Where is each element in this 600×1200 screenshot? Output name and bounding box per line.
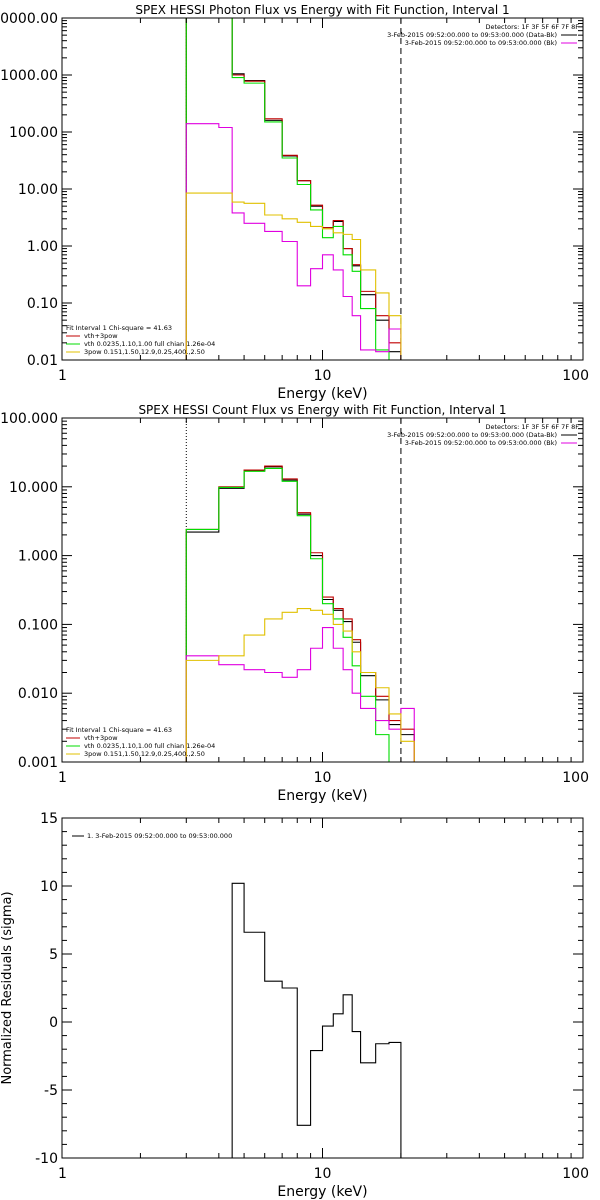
legend-entry: 3-Feb-2015 09:52:00.000 to 09:53:00.000 …	[405, 439, 557, 447]
series-line-4	[185, 123, 402, 360]
legend-bottom-left: Fit Interval 1 Chi-square = 41.63vth+3po…	[66, 726, 215, 758]
y-tick-label: 10.00	[18, 182, 58, 198]
y-axis: -10 -5 0 5 10 15 Normalized Residuals (sigma)	[0, 811, 583, 1167]
y-tick-label: 100.00	[9, 125, 58, 141]
y-tick-label: 10	[40, 879, 58, 895]
series-line-5	[185, 192, 402, 360]
series-line-2	[185, 465, 415, 762]
x-axis: 1 10 100 Energy (keV)	[58, 418, 589, 804]
legend-entry: vth 0.0235,1.10,1.00 full chian 1.26e-04	[84, 742, 215, 750]
legend-entry: 3pow 0.151,1.50,12.9,0.25,400.,2.50	[84, 348, 205, 356]
chart-title: SPEX HESSI Photon Flux vs Energy with Fi…	[135, 3, 509, 17]
y-tick-label: -10	[35, 1151, 58, 1167]
y-tick-label: -5	[44, 1083, 58, 1099]
x-tick-label: 100	[562, 1166, 589, 1182]
y-tick-label: 0.10	[27, 296, 58, 312]
x-tick-label: 1	[58, 770, 67, 786]
plot-data	[185, 18, 402, 360]
x-axis: 1 10 100 Energy (keV)	[58, 18, 589, 402]
legend-entry: 3pow 0.151,1.50,12.9,0.25,400.,2.50	[84, 750, 205, 758]
plot-data	[185, 882, 402, 1158]
legend-bottom-left: Fit Interval 1 Chi-square = 41.63vth+3po…	[66, 324, 215, 356]
legend-entry: vth+3pow	[84, 332, 118, 340]
series-line-4	[185, 627, 415, 762]
x-tick-label: 10	[314, 368, 332, 384]
x-tick-label: 100	[562, 770, 589, 786]
y-tick-label: 1000.00	[0, 68, 58, 84]
y-tick-label: 5	[49, 947, 58, 963]
legend-entry: 3-Feb-2015 09:52:00.000 to 09:53:00.000 …	[405, 39, 557, 47]
series-line-3	[185, 467, 390, 762]
legend-top-right: Detectors: 1F 3F 5F 6F 7F 8F3-Feb-2015 0…	[387, 423, 579, 447]
series-line-3	[185, 18, 390, 360]
legend-entry: Fit Interval 1 Chi-square = 41.63	[66, 726, 172, 734]
y-tick-label: 10000.00	[0, 11, 58, 27]
chart-title: SPEX HESSI Count Flux vs Energy with Fit…	[138, 403, 506, 417]
legend-top-right: Detectors: 1F 3F 5F 6F 7F 8F3-Feb-2015 0…	[387, 23, 579, 47]
legend-entry: 3-Feb-2015 09:52:00.000 to 09:53:00.000 …	[387, 31, 557, 39]
legend-entry: vth+3pow	[84, 734, 118, 742]
x-axis: 1 10 100 Energy (keV)	[58, 818, 589, 1200]
y-tick-label: 0.001	[18, 755, 58, 771]
y-axis-label: Normalized Residuals (sigma)	[0, 891, 15, 1084]
legend-entry: Detectors: 1F 3F 5F 6F 7F 8F	[485, 23, 579, 31]
legend-entry: 1. 3-Feb-2015 09:52:00.000 to 09:53:00.0…	[87, 832, 232, 840]
y-axis: 0.01 0.10 1.00 10.00 100.00 1000.00 10000.00	[0, 11, 583, 369]
legend-entry: 3-Feb-2015 09:52:00.000 to 09:53:00.000 …	[387, 431, 557, 439]
x-tick-label: 100	[562, 368, 589, 384]
legend-entry: Fit Interval 1 Chi-square = 41.63	[66, 324, 172, 332]
y-axis: 0.001 0.010 0.100 1.000 10.000 100.000	[0, 411, 583, 771]
y-tick-label: 1.000	[18, 549, 58, 565]
x-tick-label: 1	[58, 368, 67, 384]
y-tick-label: 10.000	[9, 480, 58, 496]
x-axis-label: Energy (keV)	[277, 386, 367, 402]
y-tick-label: 0.100	[18, 617, 58, 633]
series-line-1	[185, 882, 402, 1158]
chart-panel-2: SPEX HESSI Count Flux vs Energy with Fit…	[0, 403, 589, 804]
x-tick-label: 1	[58, 1166, 67, 1182]
x-axis-label: Energy (keV)	[277, 1184, 367, 1200]
y-tick-label: 0.01	[27, 353, 58, 369]
plot-data	[185, 418, 415, 762]
chart-panel-3: 1 10 100 Energy (keV) -10 -5 0 5 10 15 Normalized …	[0, 811, 589, 1200]
y-tick-label: 0.010	[18, 686, 58, 702]
legend-top-left: 1. 3-Feb-2015 09:52:00.000 to 09:53:00.0…	[72, 832, 232, 840]
legend-entry: Detectors: 1F 3F 5F 6F 7F 8F	[485, 423, 579, 431]
y-tick-label: 100.000	[0, 411, 58, 427]
legend-entry: vth 0.0235,1.10,1.00 full chian 1.26e-04	[84, 340, 215, 348]
y-tick-label: 15	[40, 811, 58, 827]
x-axis-label: Energy (keV)	[277, 788, 367, 804]
y-tick-label: 1.00	[27, 239, 58, 255]
y-tick-label: 0	[49, 1015, 58, 1031]
series-line-5	[185, 608, 415, 762]
panels: SPEX HESSI Photon Flux vs Energy with Fi…	[0, 3, 589, 1200]
x-tick-label: 10	[314, 770, 332, 786]
chart-panel-1: SPEX HESSI Photon Flux vs Energy with Fi…	[0, 3, 589, 402]
x-tick-label: 10	[314, 1166, 332, 1182]
